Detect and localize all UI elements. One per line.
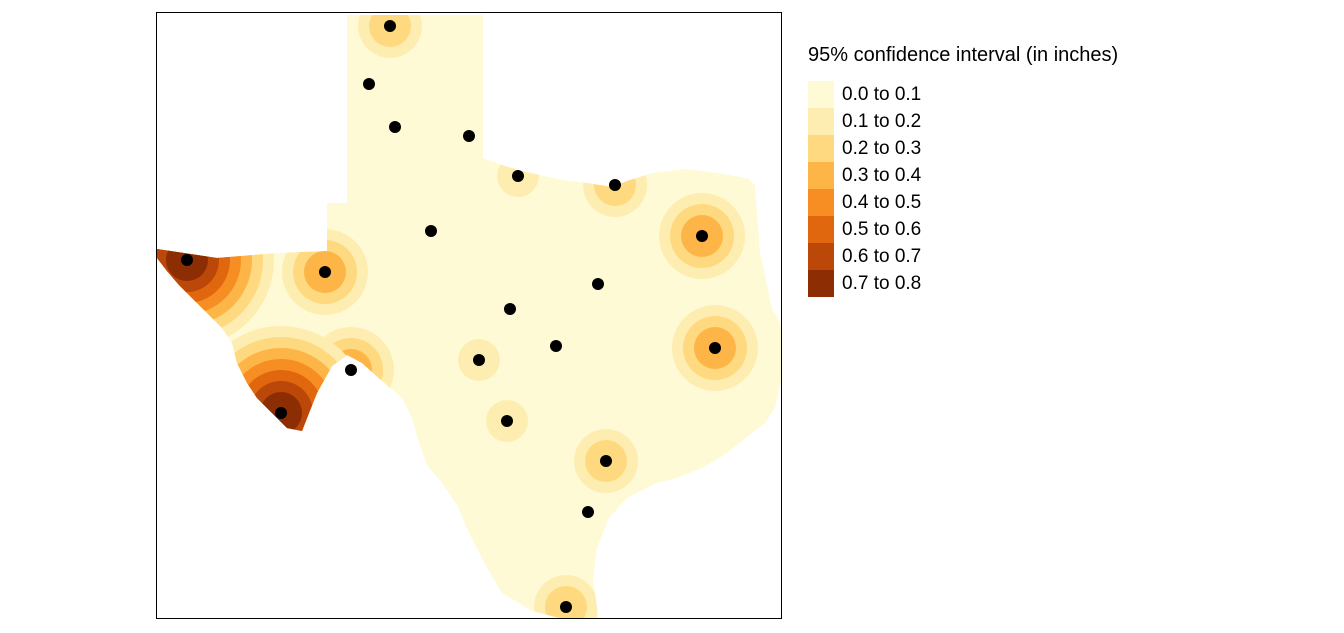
station-marker bbox=[463, 130, 475, 142]
legend-items: 0.0 to 0.1 0.1 to 0.2 0.2 to 0.3 0.3 to … bbox=[808, 81, 1118, 297]
station-marker bbox=[609, 179, 621, 191]
legend-label: 0.6 to 0.7 bbox=[842, 245, 922, 267]
legend-item: 0.2 to 0.3 bbox=[808, 135, 1118, 162]
station-marker bbox=[696, 230, 708, 242]
station-marker bbox=[473, 354, 485, 366]
station-marker bbox=[345, 364, 357, 376]
legend-item: 0.5 to 0.6 bbox=[808, 216, 1118, 243]
station-marker bbox=[501, 415, 513, 427]
station-marker bbox=[363, 78, 375, 90]
legend-swatch bbox=[808, 243, 834, 270]
legend-swatch bbox=[808, 81, 834, 108]
station-marker bbox=[582, 506, 594, 518]
station-marker bbox=[275, 407, 287, 419]
legend-item: 0.0 to 0.1 bbox=[808, 81, 1118, 108]
station-marker bbox=[512, 170, 524, 182]
legend-item: 0.4 to 0.5 bbox=[808, 189, 1118, 216]
legend-swatch bbox=[808, 108, 834, 135]
legend-label: 0.1 to 0.2 bbox=[842, 110, 922, 132]
station-marker bbox=[600, 455, 612, 467]
legend-label: 0.2 to 0.3 bbox=[842, 137, 922, 159]
station-marker bbox=[425, 225, 437, 237]
station-marker bbox=[384, 20, 396, 32]
legend-swatch bbox=[808, 135, 834, 162]
station-marker bbox=[592, 278, 604, 290]
station-marker bbox=[389, 121, 401, 133]
station-marker bbox=[560, 601, 572, 613]
station-marker bbox=[709, 342, 721, 354]
legend-swatch bbox=[808, 162, 834, 189]
legend-label: 0.7 to 0.8 bbox=[842, 272, 922, 294]
legend-item: 0.7 to 0.8 bbox=[808, 270, 1118, 297]
station-marker bbox=[181, 254, 193, 266]
station-marker bbox=[319, 266, 331, 278]
map-panel bbox=[156, 12, 782, 619]
station-marker bbox=[504, 303, 516, 315]
legend-title: 95% confidence interval (in inches) bbox=[808, 44, 1119, 66]
legend: 95% confidence interval (in inches) 0.0 … bbox=[808, 44, 1118, 297]
legend-swatch bbox=[808, 216, 834, 243]
station-marker bbox=[550, 340, 562, 352]
legend-swatch bbox=[808, 270, 834, 297]
legend-label: 0.3 to 0.4 bbox=[842, 164, 922, 186]
legend-item: 0.1 to 0.2 bbox=[808, 108, 1118, 135]
station-markers bbox=[181, 20, 721, 613]
legend-swatch bbox=[808, 189, 834, 216]
legend-item: 0.3 to 0.4 bbox=[808, 162, 1118, 189]
legend-label: 0.0 to 0.1 bbox=[842, 83, 922, 105]
texas-interpolation-map bbox=[157, 15, 781, 618]
legend-label: 0.5 to 0.6 bbox=[842, 218, 922, 240]
legend-item: 0.6 to 0.7 bbox=[808, 243, 1118, 270]
legend-label: 0.4 to 0.5 bbox=[842, 191, 922, 213]
